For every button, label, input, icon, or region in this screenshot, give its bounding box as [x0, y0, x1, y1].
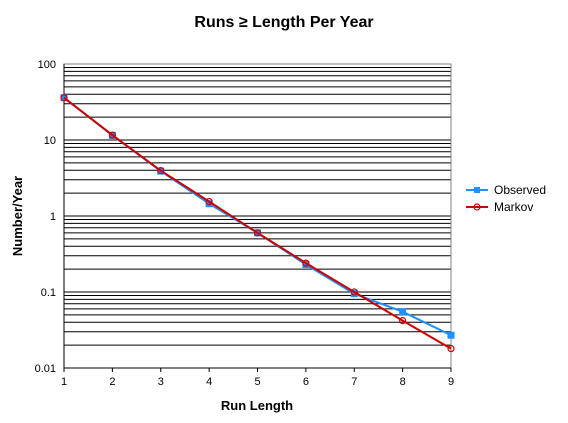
x-tick-label: 5 — [254, 376, 260, 388]
chart-title: Runs ≥ Length Per Year — [194, 14, 373, 31]
x-tick-label: 9 — [448, 376, 454, 388]
x-tick-label: 6 — [303, 376, 309, 388]
data-point-markov — [60, 94, 68, 102]
legend: Observed Markov — [466, 183, 546, 214]
legend-label: Observed — [494, 183, 546, 197]
x-tick-label: 4 — [206, 376, 212, 388]
x-tick-label: 2 — [109, 376, 115, 388]
series-layer — [60, 94, 455, 353]
legend-item-markov: Markov — [466, 200, 533, 214]
legend-marker — [473, 203, 481, 211]
x-tick-labels: 1 2 3 4 5 6 7 8 9 — [61, 368, 454, 388]
y-tick-label: 100 — [38, 59, 56, 71]
data-point-markov — [108, 131, 116, 139]
x-tick-label: 1 — [61, 376, 67, 388]
y-tick-label: 10 — [44, 135, 56, 147]
x-tick-label: 7 — [351, 376, 357, 388]
x-tick-label: 8 — [400, 376, 406, 388]
data-point-observed — [447, 331, 455, 339]
data-point-markov — [302, 259, 310, 267]
data-point-markov — [253, 229, 262, 237]
y-tick-label: 1 — [50, 211, 56, 223]
y-tick-label: 0.01 — [35, 363, 56, 375]
y-axis-label: Number/Year — [10, 176, 25, 256]
data-point-markov — [399, 317, 407, 325]
series-line-markov — [63, 96, 452, 350]
legend-marker — [474, 187, 480, 193]
legend-item-observed: Observed — [466, 183, 546, 197]
data-point-markov — [157, 167, 165, 175]
x-tick-label: 3 — [158, 376, 164, 388]
grid — [64, 63, 451, 369]
data-point-markov — [447, 344, 455, 353]
y-tick-label: 0.1 — [41, 287, 56, 299]
series-markov — [60, 94, 455, 353]
data-point-markov — [205, 197, 213, 206]
y-tick-labels: 100 10 1 0.1 0.01 — [35, 59, 56, 375]
data-point-observed — [399, 308, 407, 316]
data-point-markov — [350, 288, 358, 296]
legend-label: Markov — [494, 200, 533, 214]
x-axis-label: Run Length — [221, 398, 293, 413]
